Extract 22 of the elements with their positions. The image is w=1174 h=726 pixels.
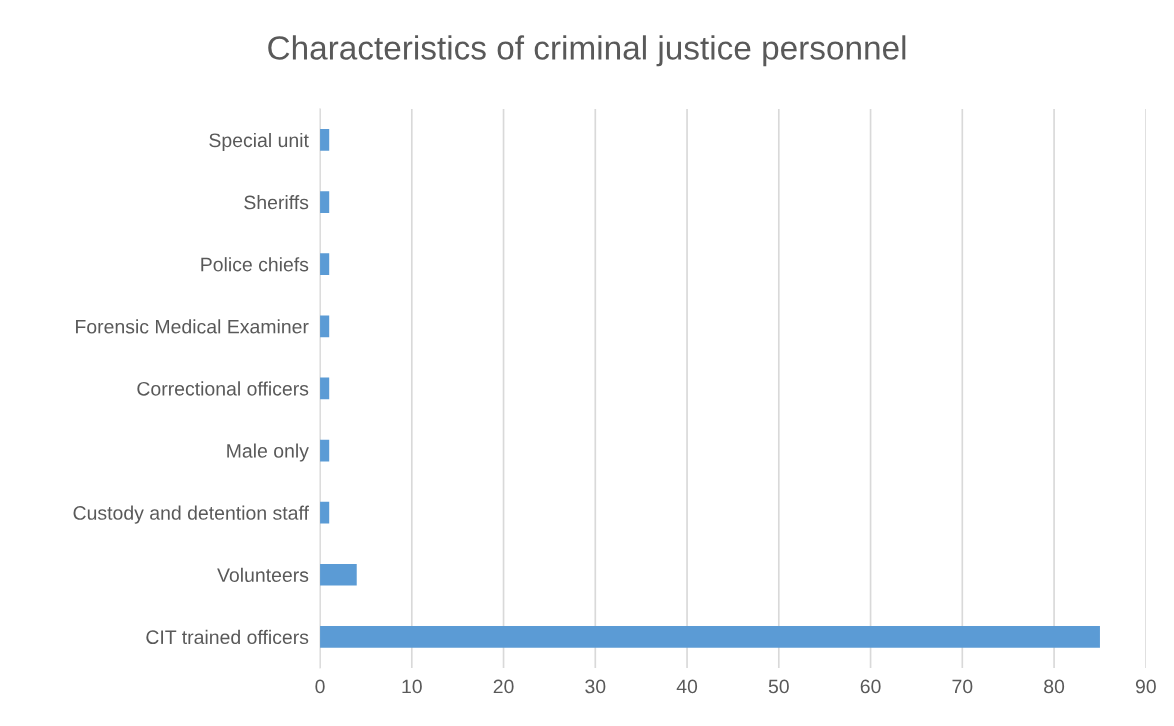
x-tick-label: 10 xyxy=(402,679,422,694)
x-tick-label: 20 xyxy=(493,679,514,694)
y-tick-label: Police chiefs xyxy=(201,257,309,272)
x-tick-label: 30 xyxy=(585,679,606,694)
y-tick-label: Male only xyxy=(227,443,309,462)
bar xyxy=(320,563,357,586)
x-tick-label: 90 xyxy=(1135,679,1156,694)
x-tick-label: 0 xyxy=(315,679,325,694)
x-tick-label: 50 xyxy=(768,679,789,694)
y-tick-label: Custody and detention staff xyxy=(73,505,309,524)
bar xyxy=(320,625,1100,648)
y-tick-label: CIT trained officers xyxy=(146,629,309,645)
y-tick-label: Sheriffs xyxy=(244,195,309,210)
chart-title: Characteristics of criminal justice personnel xyxy=(268,35,906,67)
y-tick-label: Volunteers xyxy=(217,567,309,582)
x-tick-label: 40 xyxy=(676,679,698,694)
y-tick-label: Correctional officers xyxy=(137,381,309,396)
y-tick-label: Special unit xyxy=(209,132,309,152)
y-tick-label: Forensic Medical Examiner xyxy=(76,319,309,334)
x-tick-label: 60 xyxy=(860,679,881,694)
x-tick-label: 80 xyxy=(1044,679,1065,694)
x-tick-label: 70 xyxy=(952,679,973,694)
